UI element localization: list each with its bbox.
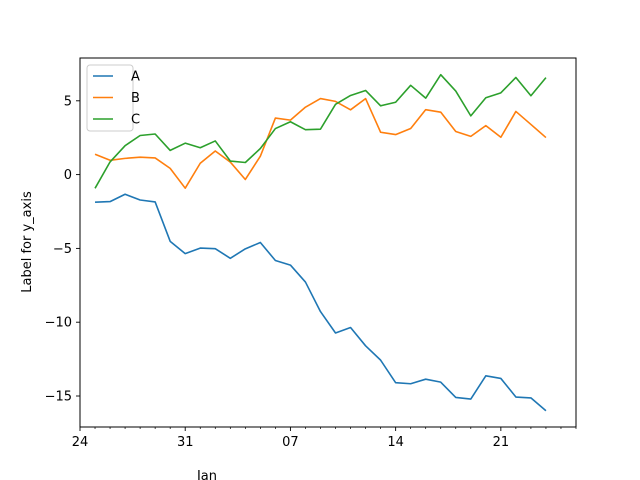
y-tick-label: −10 bbox=[45, 316, 72, 331]
y-tick-label: 0 bbox=[64, 168, 72, 183]
x-axis-ticks: 24 31 07 14 21 bbox=[72, 427, 577, 450]
series-line-a bbox=[94, 193, 547, 412]
series-line-c bbox=[94, 73, 547, 189]
series-line-b bbox=[94, 97, 547, 189]
y-axis-ticks: −15 −10 −5 0 5 bbox=[45, 94, 80, 405]
y-tick-label: −15 bbox=[45, 390, 72, 405]
x-tick-label: 24 bbox=[72, 435, 89, 450]
legend-label-b: B bbox=[131, 91, 140, 106]
x-tick-label: 21 bbox=[493, 435, 510, 450]
y-tick-label: 5 bbox=[64, 94, 72, 109]
legend-label-a: A bbox=[131, 70, 140, 85]
legend: ABC bbox=[86, 64, 140, 132]
x-tick-label: 14 bbox=[387, 435, 404, 450]
legend-label-c: C bbox=[131, 113, 140, 128]
x-tick-label: 31 bbox=[177, 435, 194, 450]
x-tick-label: 07 bbox=[282, 435, 299, 450]
plot-frame bbox=[79, 57, 577, 428]
x-axis-label: Jan bbox=[196, 469, 217, 480]
series-lines bbox=[94, 73, 547, 412]
y-tick-label: −5 bbox=[53, 242, 72, 257]
y-axis-label: Label for y_axis bbox=[20, 191, 35, 293]
